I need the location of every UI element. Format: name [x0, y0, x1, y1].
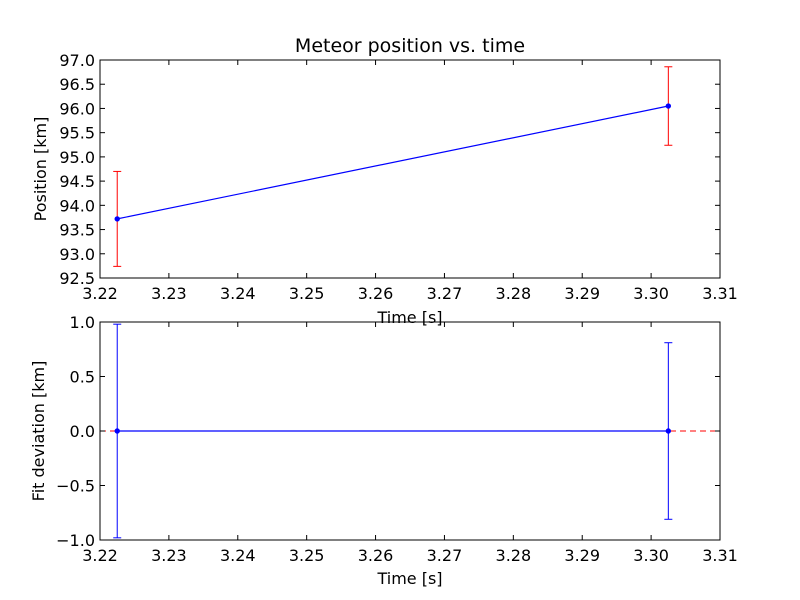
deviation-y-axis-label: Fit deviation [km]: [29, 361, 48, 502]
deviation-x-tick-label: 3.22: [82, 546, 118, 565]
position-series-line: [117, 105, 669, 220]
position-x-tick-label: 3.30: [633, 284, 669, 303]
position-panel: Meteor position vs. time 3.22 3.23 3.24 3.2…: [31, 35, 738, 327]
deviation-y-tick-label: −0.5: [56, 477, 95, 496]
position-y-tick-label: 95.5: [59, 124, 95, 143]
position-x-axis-label: Time [s]: [376, 308, 442, 327]
position-y-tick-label: 93.5: [59, 221, 95, 240]
deviation-x-tick-label: 3.31: [702, 546, 738, 565]
deviation-y-tick-label: 1.0: [70, 313, 95, 332]
deviation-x-tick-label: 3.28: [496, 546, 532, 565]
deviation-panel: 3.22 3.23 3.24 3.25 3.26 3.27 3.28 3.29 3.30 3.31…: [29, 313, 738, 588]
position-axes-frame: [99, 59, 721, 279]
position-y-tick-label: 97.0: [59, 51, 95, 70]
deviation-y-tick-label: 0.5: [70, 368, 95, 387]
deviation-y-tick-label: −1.0: [56, 531, 95, 550]
deviation-plot-area: [100, 323, 720, 539]
deviation-x-tick-label: 3.27: [427, 546, 463, 565]
position-x-tick-label: 3.25: [289, 284, 325, 303]
deviation-x-tick-label: 3.25: [289, 546, 325, 565]
position-x-tick-label: 3.24: [220, 284, 256, 303]
position-x-tick-label: 3.29: [564, 284, 600, 303]
position-data-point: [114, 216, 120, 222]
position-x-tick-label: 3.22: [82, 284, 118, 303]
position-y-axis-label: Position [km]: [31, 117, 50, 222]
deviation-x-tick-label: 3.26: [358, 546, 394, 565]
position-x-tick-label: 3.31: [702, 284, 738, 303]
position-y-tick-label: 94.0: [59, 196, 95, 215]
deviation-x-ticks: 3.22 3.23 3.24 3.25 3.26 3.27 3.28 3.29 3.30 3.31: [82, 322, 738, 565]
position-y-tick-label: 96.0: [59, 99, 95, 118]
position-data-point: [665, 103, 672, 109]
position-x-tick-label: 3.23: [151, 284, 187, 303]
chart-title: Meteor position vs. time: [295, 35, 525, 57]
position-x-tick-label: 3.27: [427, 284, 463, 303]
deviation-x-tick-label: 3.24: [220, 546, 256, 565]
deviation-data-point: [114, 428, 120, 434]
deviation-x-tick-label: 3.23: [151, 546, 187, 565]
deviation-x-tick-label: 3.30: [633, 546, 669, 565]
position-plot-area: [113, 66, 673, 267]
deviation-data-point: [665, 428, 672, 434]
position-y-tick-label: 92.5: [59, 269, 95, 288]
deviation-x-tick-label: 3.29: [564, 546, 600, 565]
position-x-tick-label: 3.26: [358, 284, 394, 303]
position-y-tick-label: 96.5: [59, 75, 95, 94]
deviation-y-ticks: −1.0 −0.5 0.0 0.5 1.0: [56, 313, 720, 550]
deviation-y-tick-label: 0.0: [70, 422, 95, 441]
deviation-x-axis-label: Time [s]: [376, 569, 442, 588]
position-x-ticks: 3.22 3.23 3.24 3.25 3.26 3.27 3.28 3.29 3.30 3.31: [82, 60, 738, 303]
position-x-tick-label: 3.28: [496, 284, 532, 303]
position-y-tick-label: 94.5: [59, 172, 95, 191]
position-y-ticks: 92.5 93.0 93.5 94.0 94.5 95.0 95.5 96.0 96.5 97.0: [59, 51, 720, 288]
position-y-tick-label: 95.0: [59, 148, 95, 167]
position-y-tick-label: 93.0: [59, 245, 95, 264]
